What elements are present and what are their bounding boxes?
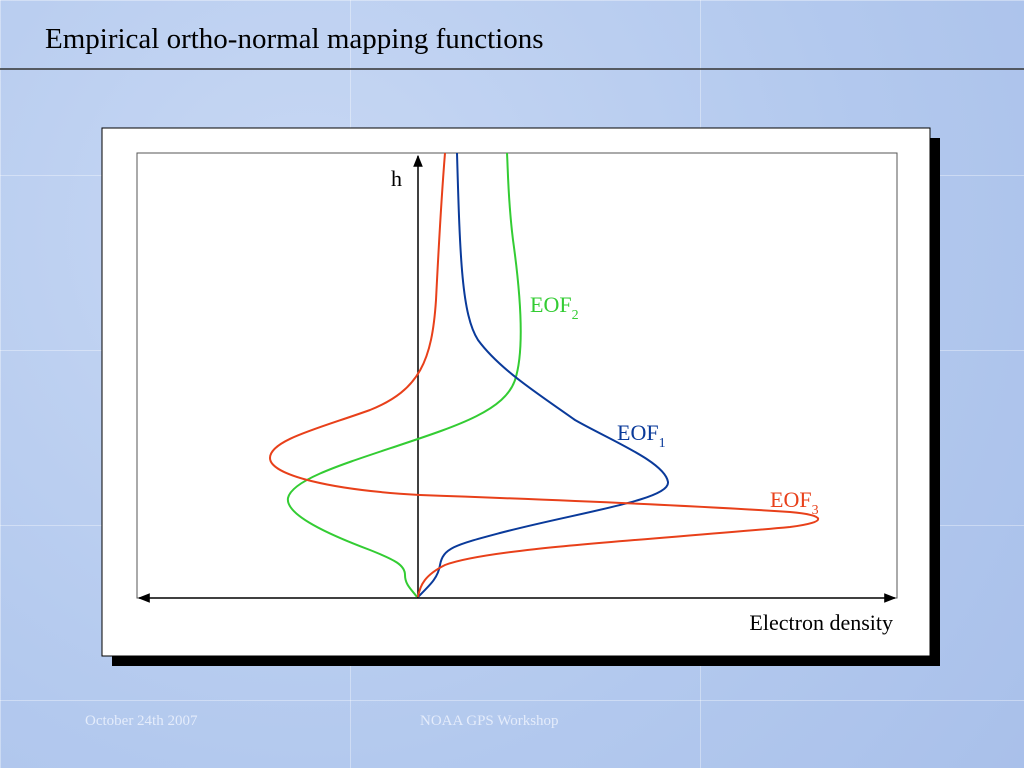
x-axis-label: Electron density	[749, 610, 893, 635]
label-sub: 1	[659, 436, 666, 451]
footer-event: NOAA GPS Workshop	[420, 713, 559, 729]
y-axis-label: h	[391, 166, 402, 191]
slide-title: Empirical ortho-normal mapping functions	[45, 23, 544, 55]
eof1-label: EOF1	[617, 420, 666, 451]
eof2-label: EOF2	[530, 292, 579, 323]
panel	[101, 127, 931, 657]
eof3-label: EOF3	[770, 487, 819, 518]
label-base: EOF	[770, 487, 812, 512]
label-base: EOF	[530, 292, 572, 317]
eof2-curve	[286, 152, 522, 598]
label-base: EOF	[617, 420, 659, 445]
label-sub: 3	[812, 503, 819, 518]
eof1-curve	[417, 152, 670, 598]
eof3-curve	[268, 152, 820, 598]
footer-date: October 24th 2007	[85, 713, 198, 729]
label-sub: 2	[572, 308, 579, 323]
